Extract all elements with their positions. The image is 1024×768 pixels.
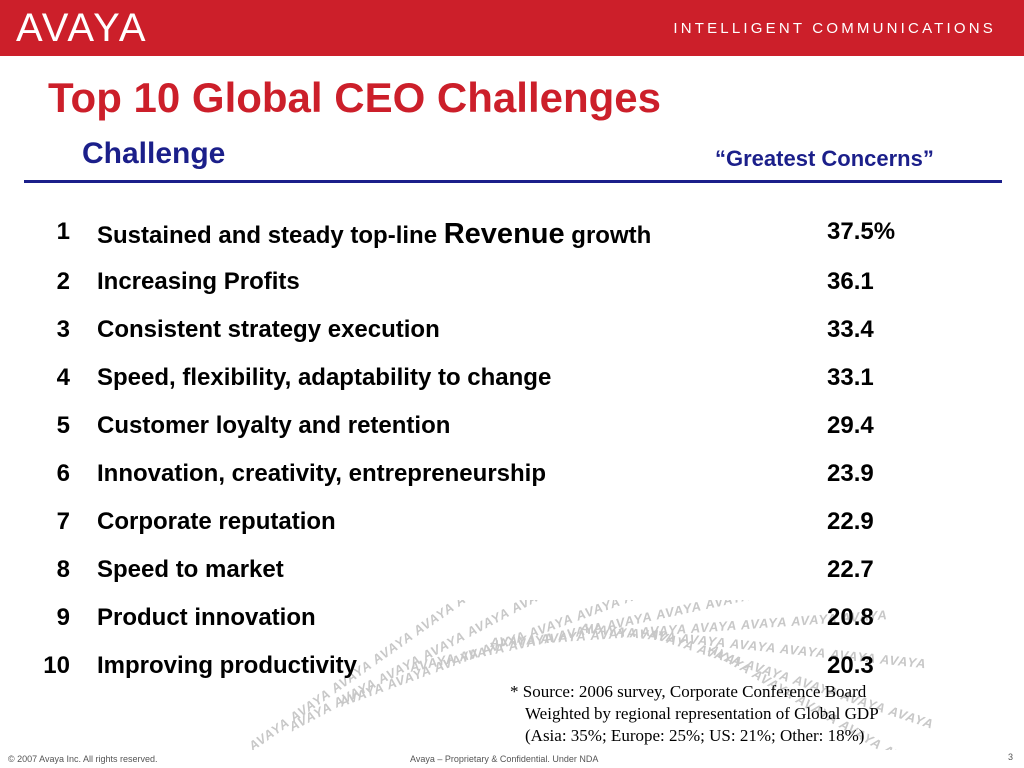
challenge-label: Customer loyalty and retention	[97, 412, 451, 439]
concern-value: 22.7	[827, 556, 874, 583]
header-divider	[24, 180, 1002, 183]
rank-number: 3	[56, 316, 70, 343]
list-item: 3 Consistent strategy execution 33.4	[0, 316, 1024, 356]
challenge-label: Consistent strategy execution	[97, 316, 440, 343]
list-item: 1 Sustained and steady top-line Revenue …	[0, 218, 1024, 258]
slide-title: Top 10 Global CEO Challenges	[48, 74, 661, 121]
list-item: 4 Speed, flexibility, adaptability to ch…	[0, 364, 1024, 404]
concern-value: 37.5%	[827, 218, 896, 245]
tagline: INTELLIGENT COMMUNICATIONS	[673, 20, 996, 37]
page-number: 3	[1008, 752, 1014, 762]
list-item: 8 Speed to market 22.7	[0, 556, 1024, 596]
concern-value: 36.1	[827, 268, 874, 295]
concern-value: 33.4	[827, 316, 874, 343]
source-footnote: * Source: 2006 survey, Corporate Confere…	[510, 681, 879, 747]
footnote-weighting: Weighted by regional representation of G…	[525, 704, 879, 723]
column-header-challenge: Challenge	[82, 137, 226, 170]
footer-confidential: Avaya – Proprietary & Confidential. Unde…	[410, 754, 599, 764]
rank-number: 1	[56, 218, 70, 245]
list-item: 9 Product innovation 20.8	[0, 604, 1024, 644]
list-item: 6 Innovation, creativity, entrepreneursh…	[0, 460, 1024, 500]
challenge-label: Speed, flexibility, adaptability to chan…	[97, 364, 552, 391]
challenge-label: Speed to market	[97, 556, 284, 583]
challenge-label: Increasing Profits	[97, 268, 300, 295]
list-item: 2 Increasing Profits 36.1	[0, 268, 1024, 308]
footer-copyright: © 2007 Avaya Inc. All rights reserved.	[8, 754, 158, 764]
rank-number: 9	[56, 604, 70, 631]
concern-value: 20.8	[827, 604, 874, 631]
concern-value: 33.1	[827, 364, 874, 391]
challenge-label: Product innovation	[97, 604, 316, 631]
rank-number: 6	[56, 460, 70, 487]
challenge-label: Innovation, creativity, entrepreneurship	[97, 460, 546, 487]
rank-number: 4	[56, 364, 70, 391]
challenge-label: Corporate reputation	[97, 508, 336, 535]
challenge-label: Improving productivity	[97, 652, 358, 679]
list-item: 5 Customer loyalty and retention 29.4	[0, 412, 1024, 452]
footnote-regions: (Asia: 35%; Europe: 25%; US: 21%; Other:…	[525, 726, 865, 745]
column-header-concerns: “Greatest Concerns”	[715, 146, 934, 171]
footnote-source: * Source: 2006 survey, Corporate Confere…	[510, 682, 867, 701]
concern-value: 22.9	[827, 508, 874, 535]
rank-number: 8	[56, 556, 70, 583]
avaya-logo: AVAYA	[16, 6, 148, 50]
concern-value: 23.9	[827, 460, 874, 487]
rank-number: 5	[56, 412, 70, 439]
challenge-label: Sustained and steady top-line Revenue gr…	[97, 218, 652, 250]
rank-number: 10	[43, 652, 70, 679]
list-item: 7 Corporate reputation 22.9	[0, 508, 1024, 548]
rank-number: 2	[56, 268, 70, 295]
concern-value: 29.4	[827, 412, 874, 439]
list-item: 10 Improving productivity 20.3	[0, 652, 1024, 692]
header-bar: AVAYA INTELLIGENT COMMUNICATIONS	[0, 0, 1024, 56]
rank-number: 7	[56, 508, 70, 535]
concern-value: 20.3	[827, 652, 874, 679]
